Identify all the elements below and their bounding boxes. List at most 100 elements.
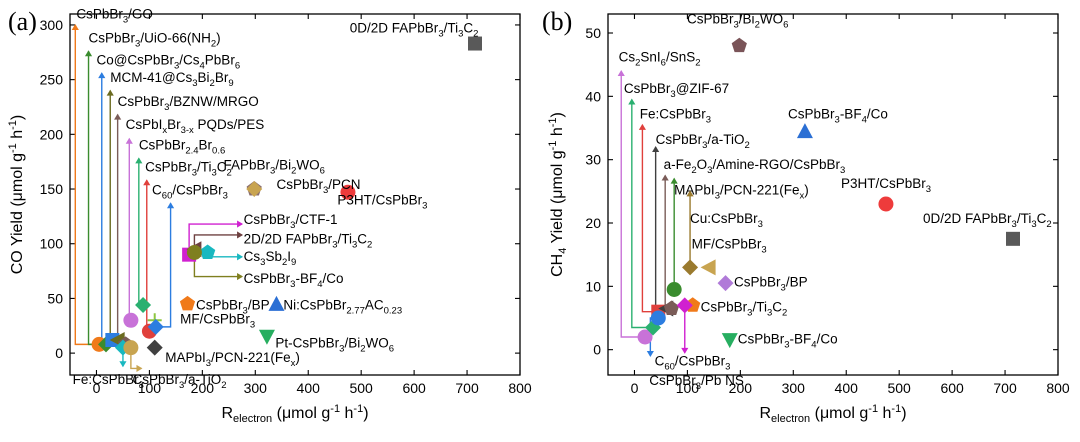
callout-label: C60​/CsPbBr3​ [655,354,731,373]
label-part: 3 [290,279,295,290]
callout-arrowhead [143,179,151,186]
label-part: /Bi [344,336,360,351]
callout-label: 2D/2D FAPbBr3​/Ti3​C2​ [244,232,373,251]
label-part: /BP [248,297,270,312]
label-part: CsPbBr [145,160,192,175]
callout-label: MCM-41@Cs3​Bi2​Br9​ [110,70,233,89]
label-part: CsPbBr [734,274,781,289]
label-part: 3 [926,184,931,195]
label-part: /UiO-66(NH [140,30,211,45]
x-axis-title-part: h [878,405,891,422]
label-part: /Co [867,107,888,122]
callout-arrowhead [628,98,636,105]
label-part: MCM-41@Cs [110,70,192,85]
x-tick-label: 800 [508,380,532,396]
label-part: WO [366,336,389,351]
label-part: SnI [640,50,660,65]
data-point: 0D/2D FAPbBr3​/Ti3​C2​ [923,211,1052,246]
label-part: Co@CsPbBr [96,52,174,67]
label-part: 2 [782,308,787,319]
callout-annotation: 2D/2D FAPbBr3​/Ti3​C2​ [193,231,373,251]
label-part: CsPbBr [649,373,696,388]
callout-label: C60​/CsPbBr3​ [152,183,228,202]
label-part: CsPbBr [276,177,323,192]
label-part: 3 [270,165,275,176]
label-part: 2 [282,257,287,268]
callout-source-marker [650,310,666,326]
label-part: C [217,160,227,175]
label-part: C [772,300,782,315]
label-part: 2 [291,165,296,176]
label-part: 3 [702,140,707,151]
x-axis-title-part: -1 [891,403,901,415]
label-part: /a-TiO [184,372,221,387]
label-part: 2 [221,380,226,391]
callout-arrowhead [136,364,143,373]
data-point-label: CsPbBr3​/BP [196,297,270,316]
label-part: /Bi [739,12,755,27]
callout-arrowhead [670,177,678,184]
label-part: /Cs [179,52,200,67]
label-part: 4 [317,279,322,290]
data-point-label: CsPbBr3​-BF4​/Co [738,331,838,350]
label-part: 3 [781,282,786,293]
label-part: /PCN-221(Fe [211,350,291,365]
x-tick-label: 500 [887,380,911,396]
data-point-marker [468,36,482,51]
y-tick-label: 30 [585,152,601,168]
callout-label: CsPbBr3​/a-TiO2​ [132,372,226,391]
label-part: /Ti [337,232,352,247]
x-tick-label: 0 [631,380,639,396]
callout-label: CsPbBr3​/BZNW/MRGO [118,94,259,113]
y-tick-label: 0 [593,342,601,358]
label-part: WO [296,157,319,172]
x-axis-title-part: -1 [330,403,340,415]
x-tick-label: 700 [455,380,479,396]
callout-label: Fe:CsPbBr3​ [73,372,144,391]
label-part: 2 [211,38,216,49]
label-part: 3 [323,185,328,196]
data-point-label: MAPbI3​/PCN-221(Fex​) [165,350,300,369]
x-axis-title: Relectron​ (μmol g-1​ h-1​) [221,403,368,425]
y-axis-title-part: -1 [547,141,559,151]
data-point: CsPbBr3​-BF4​/Co [721,331,838,350]
label-part: ) [804,183,809,198]
label-part: 6 [235,60,240,71]
callout-arrowhead [617,70,625,76]
label-part: MAPbI [674,183,715,198]
x-tick-label: 300 [782,380,806,396]
panel-label: (a) [8,7,37,36]
y-axis-title-part: -1 [547,117,559,127]
callout-arrowhead [98,72,106,79]
callout-label: Co@CsPbBr3​/Cs4​PbBr6​ [96,52,240,71]
callout-arrowhead [237,231,244,239]
callout-source-marker [135,296,152,313]
label-part: 0D/2D FAPbBr [923,211,1012,226]
label-part: 3 [174,60,179,71]
callout-annotation: C60​/CsPbBr3​ [152,183,228,328]
y-axis-title-part: CH [549,254,566,277]
callout-source-marker [147,318,164,335]
callout-arrowhead [84,50,93,57]
label-part: 3 [734,20,739,31]
label-part: C [1037,211,1047,226]
label-part: x [800,191,805,202]
label-part: /CTF-1 [295,212,337,227]
label-part: 3 [290,220,295,231]
label-part: /PCN [328,177,360,192]
x-tick-label: 200 [191,380,215,396]
y-axis-title: CH4​ Yield (μmol g-1​ h-1​) [547,112,569,277]
label-part: 3 [840,165,845,176]
label-part: 3 [758,219,763,230]
data-point-label: 0D/2D FAPbBr3​/Ti3​C2​ [350,21,479,40]
x-tick-label: 300 [244,380,268,396]
data-point-label: FAPbBr3​/Bi2​WO6​ [224,157,325,176]
x-tick-label: 500 [349,380,373,396]
label-part: /CsPbBr [675,354,726,369]
data-point-label: CsPbBr3​/Bi2​WO6​ [687,12,788,31]
callout-label: CsPbBr3​/Ti3​C2​ [145,160,232,179]
x-axis-title-part: (μmol g [272,405,330,422]
data-point-marker [246,181,263,198]
label-part: 2 [1046,219,1051,230]
